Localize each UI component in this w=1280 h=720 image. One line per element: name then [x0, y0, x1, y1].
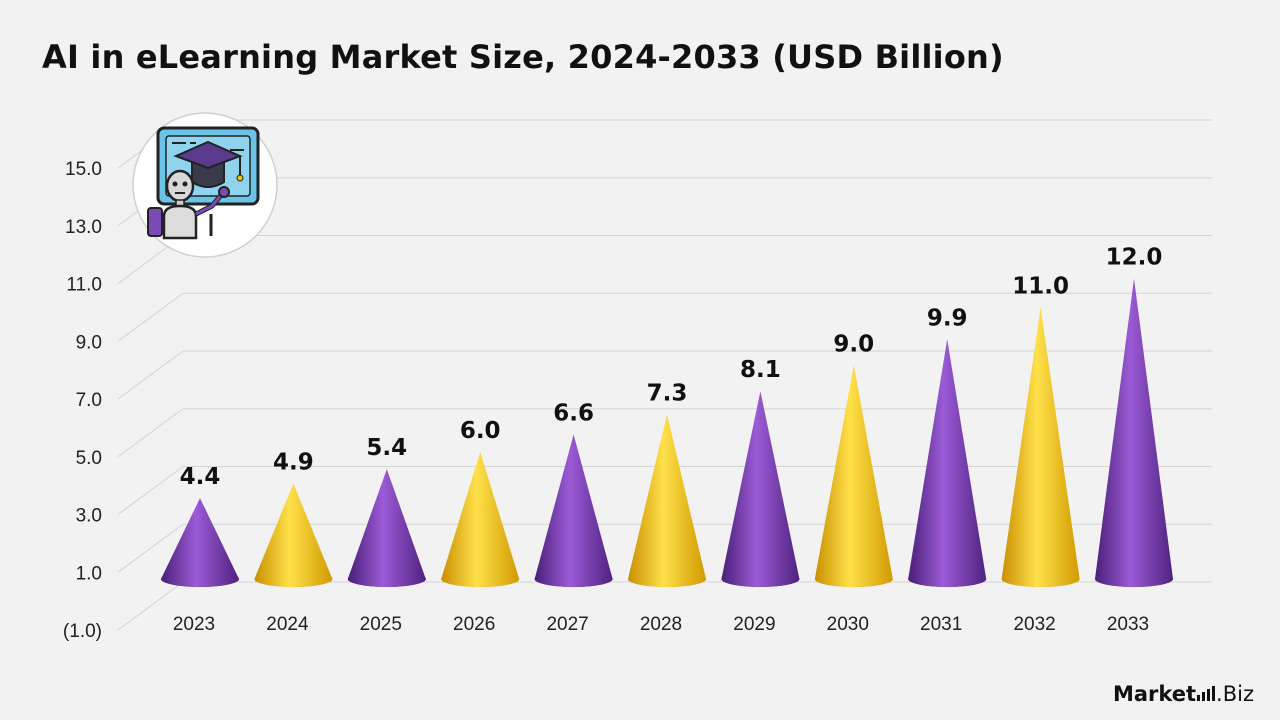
bar-2033: [1095, 278, 1173, 587]
x-tick-label: 2033: [1107, 614, 1149, 635]
y-tick-label: 7.0: [76, 390, 102, 411]
data-label: 8.1: [740, 357, 781, 383]
y-tick-label: 13.0: [65, 217, 102, 238]
brand-logo: Market .Biz: [1113, 682, 1254, 706]
data-label: 6.0: [460, 418, 501, 444]
x-tick-label: 2030: [827, 614, 869, 635]
chart-title: AI in eLearning Market Size, 2024-2033 (…: [42, 38, 1004, 76]
gridline-diag: [117, 581, 184, 631]
data-label: 9.0: [833, 331, 874, 357]
data-label: 6.6: [553, 401, 594, 427]
gridline-diag: [117, 466, 184, 515]
data-label: 9.9: [927, 305, 968, 331]
bar-2024: [254, 483, 333, 587]
x-tick-label: 2028: [640, 614, 682, 635]
cone-body: [254, 483, 333, 587]
bar-2023: [161, 498, 239, 587]
cone-body: [814, 365, 893, 587]
cone-body: [161, 498, 239, 587]
data-label: 11.0: [1012, 274, 1069, 300]
y-tick-label: 11.0: [66, 275, 102, 296]
cone-body: [1001, 307, 1080, 587]
cone-body: [721, 391, 800, 587]
y-tick-label: 15.0: [65, 159, 102, 180]
gridline-diag: [117, 408, 184, 458]
bar-2030: [814, 365, 893, 587]
x-tick-label: 2032: [1013, 614, 1055, 635]
cone-body: [347, 469, 426, 587]
data-label: 12.0: [1106, 245, 1163, 271]
bar-2025: [347, 469, 426, 587]
x-tick-label: 2023: [173, 614, 215, 635]
bar-2031: [908, 339, 987, 587]
brand-text-market: Market: [1112, 682, 1197, 706]
cone-body: [534, 434, 613, 587]
y-tick-label: 3.0: [76, 506, 102, 527]
y-tick-label: 9.0: [76, 332, 102, 353]
data-label: 4.4: [180, 464, 221, 490]
data-label: 7.3: [647, 380, 688, 406]
x-tick-label: 2029: [733, 614, 775, 635]
data-label: 4.9: [273, 450, 314, 476]
bars-icon: [1197, 686, 1216, 701]
cone-body: [441, 451, 520, 587]
brand-text-biz: .Biz: [1216, 682, 1254, 706]
y-tick-label: 5.0: [76, 448, 102, 469]
x-tick-label: 2031: [920, 614, 962, 635]
cone-body: [628, 414, 706, 587]
y-tick-label: (1.0): [63, 621, 102, 642]
bar-2026: [441, 451, 520, 587]
x-tick-label: 2024: [266, 614, 309, 635]
bar-2029: [721, 391, 800, 587]
bar-2032: [1001, 307, 1080, 587]
x-tick-label: 2025: [360, 614, 402, 635]
gridline-diag: [117, 523, 184, 573]
data-label: 5.4: [366, 435, 407, 461]
gridline-diag: [117, 292, 184, 342]
cone-body: [908, 339, 987, 587]
cone-body: [1095, 278, 1173, 587]
gridline-diag: [117, 350, 184, 400]
bar-2028: [628, 414, 706, 587]
bar-2027: [534, 434, 613, 587]
x-tick-label: 2027: [546, 614, 588, 635]
y-tick-label: 1.0: [76, 563, 102, 584]
ai-robot-graduation-icon: [132, 112, 278, 258]
x-tick-label: 2026: [453, 614, 495, 635]
